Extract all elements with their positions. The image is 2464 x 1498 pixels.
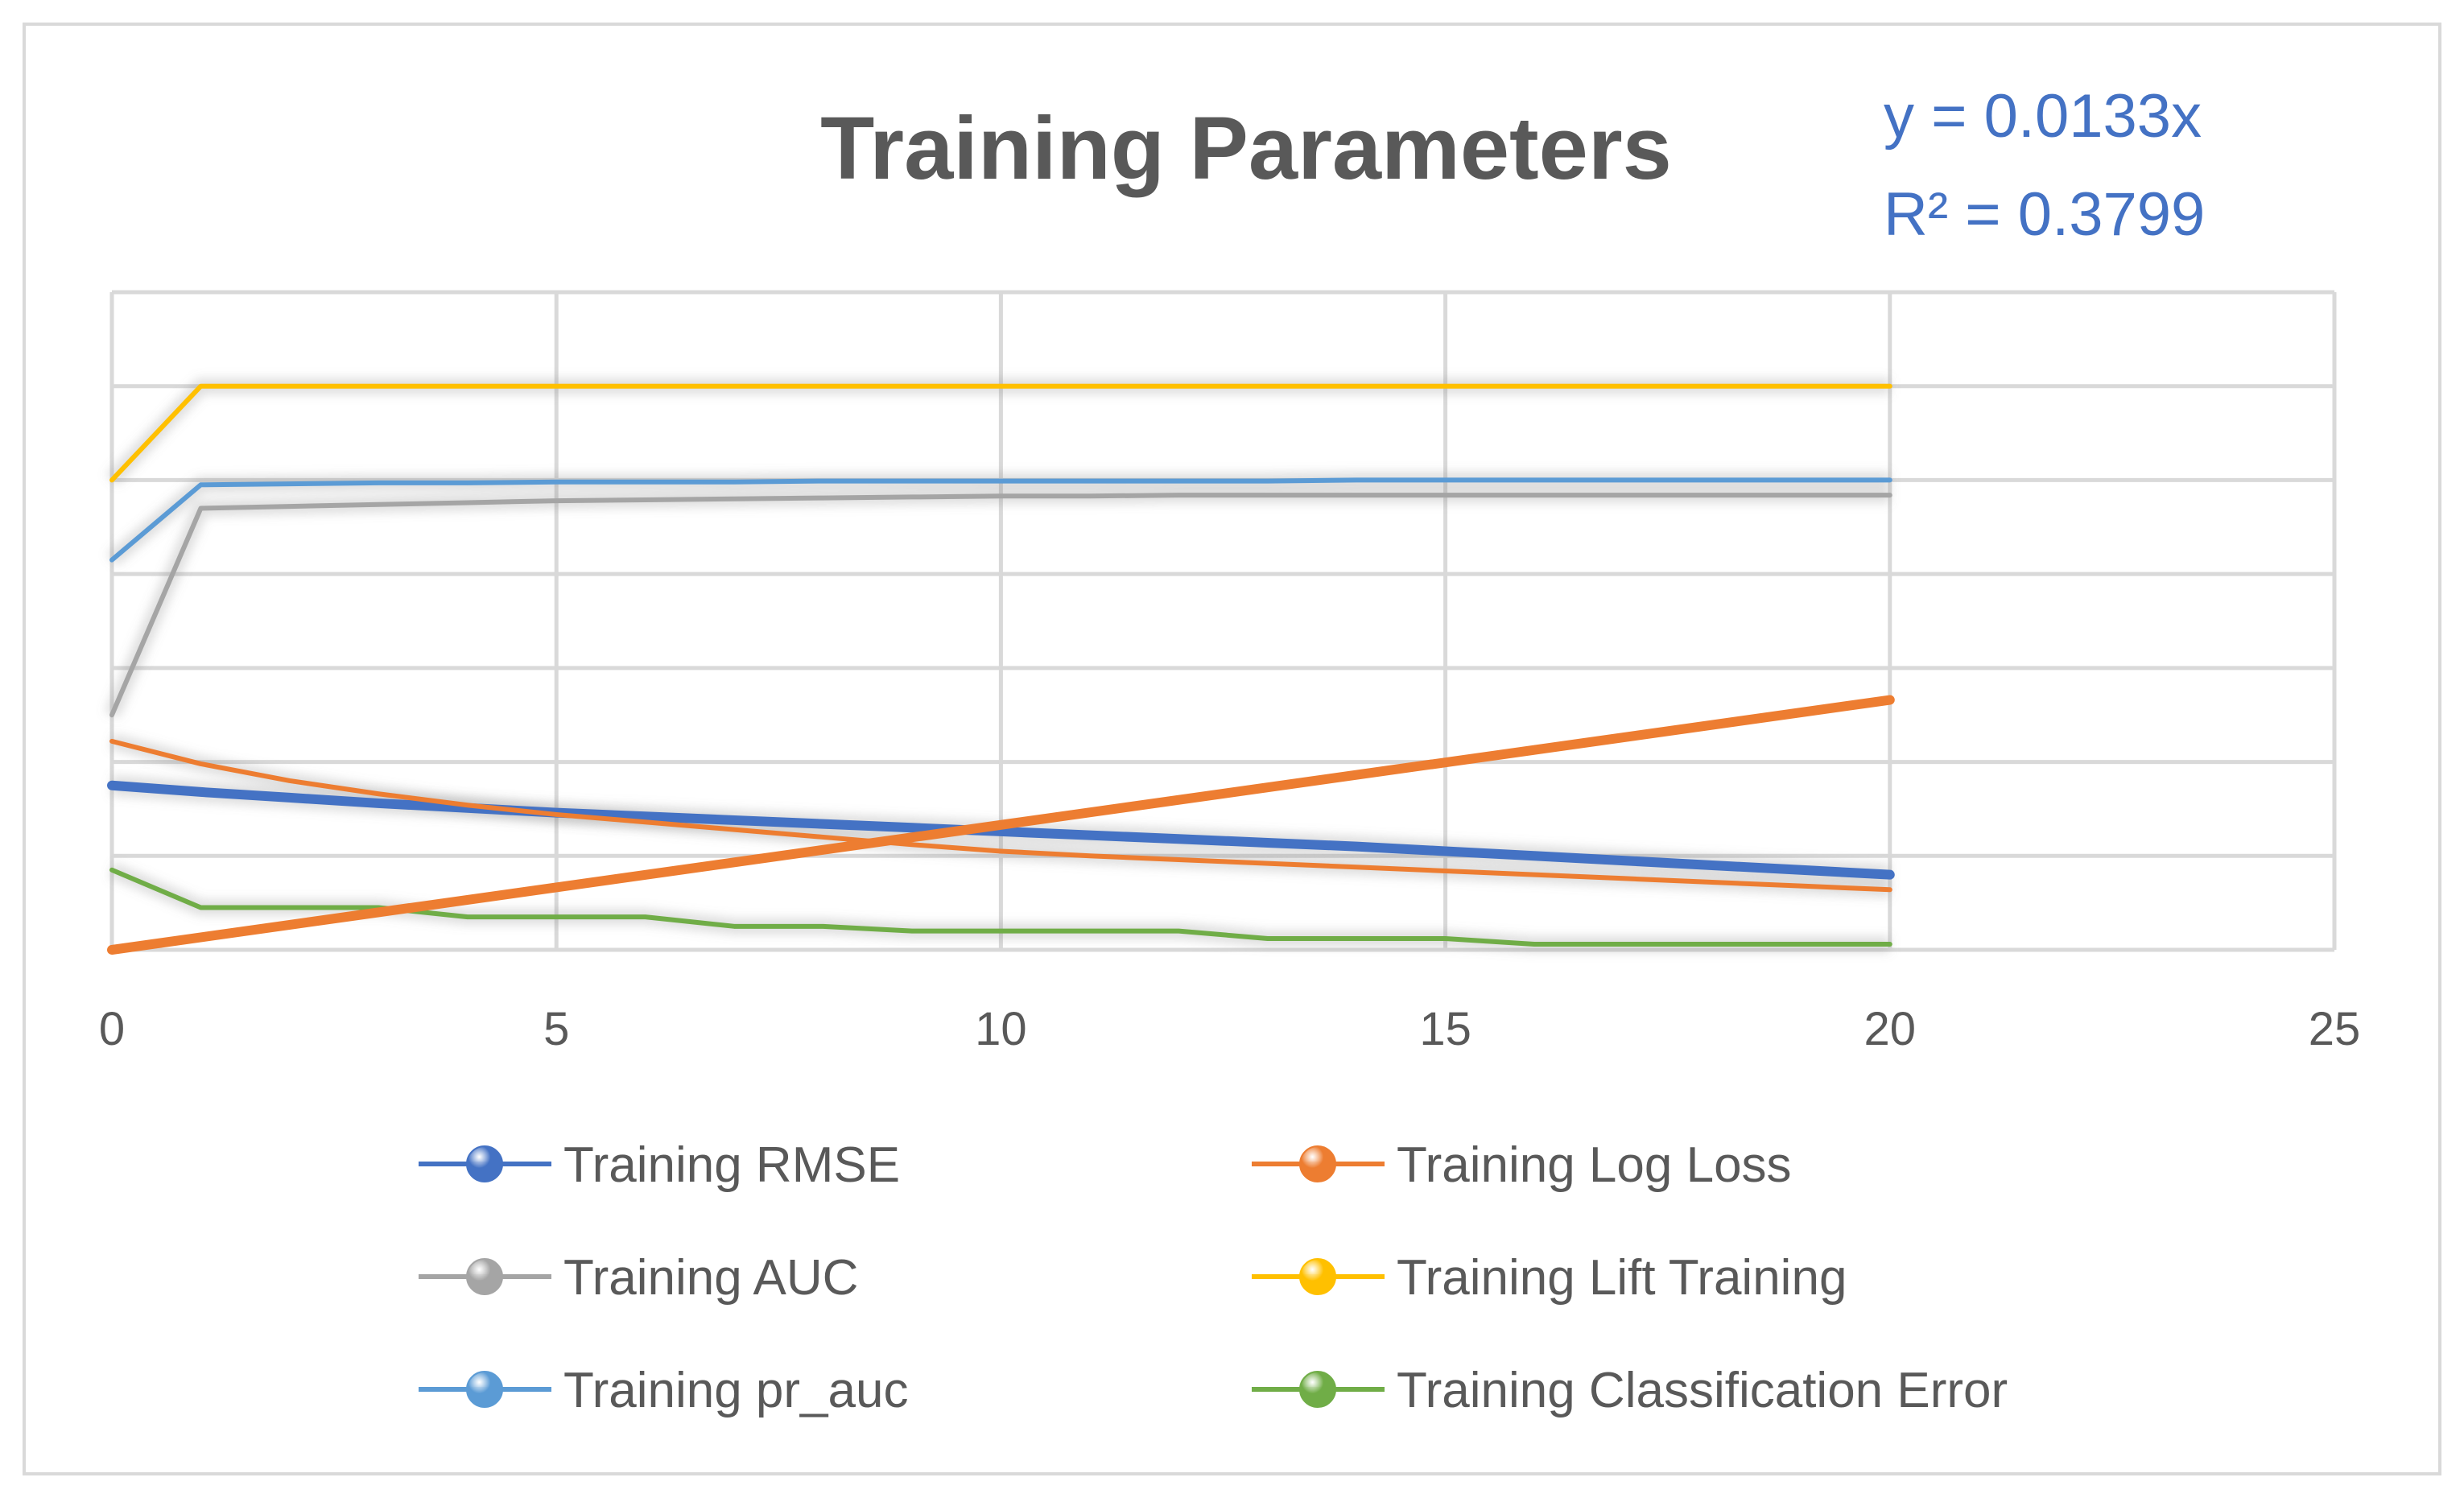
- x-axis-ticks: 0 5 10 15 20 25: [99, 1003, 2360, 1055]
- chart-frame: [23, 23, 2441, 1475]
- legend-entry: Training Classification Error: [1252, 1363, 2008, 1418]
- trendline-r-squared: R² = 0.3799: [1884, 180, 2205, 249]
- legend-marker-icon: [466, 1145, 503, 1182]
- series-line-training-lift-training: [109, 383, 1892, 483]
- series-line-training-rmse: [107, 780, 1895, 880]
- x-tick-label: 20: [1864, 1003, 1917, 1055]
- legend-label: Training Lift Training: [1397, 1250, 1847, 1306]
- gridlines: [109, 290, 2337, 952]
- legend-marker-icon: [1299, 1258, 1336, 1295]
- x-tick-label: 10: [975, 1003, 1027, 1055]
- series-lines: [104, 378, 1895, 952]
- series-line-training-log-loss: [109, 738, 1892, 893]
- legend-marker-icon: [466, 1258, 503, 1295]
- legend-label: Training Log Loss: [1397, 1137, 1792, 1193]
- series-line-training-auc: [109, 493, 1892, 718]
- trendline-layer: [107, 695, 1895, 955]
- chart-title: Training Parameters: [820, 99, 1672, 198]
- legend-entry: Training Log Loss: [1252, 1137, 1792, 1193]
- legend-entry: Training Lift Training: [1252, 1250, 1847, 1306]
- series-line-training-pr-auc: [109, 477, 1892, 563]
- legend-label: Training Classification Error: [1397, 1363, 2008, 1418]
- x-tick-label: 25: [2309, 1003, 2361, 1055]
- legend-entry: Training RMSE: [419, 1137, 900, 1193]
- x-tick-label: 5: [543, 1003, 569, 1055]
- legend-marker-icon: [466, 1371, 503, 1408]
- legend-label: Training RMSE: [563, 1137, 900, 1193]
- trendline-equation: y = 0.0133x: [1884, 82, 2202, 151]
- legend-marker-icon: [1299, 1145, 1336, 1182]
- legend-label: Training AUC: [563, 1250, 858, 1306]
- legend-label: Training pr_auc: [563, 1363, 909, 1418]
- legend: Training RMSE Training Log Loss Training A…: [419, 1137, 2008, 1418]
- log-loss-trendline: [107, 695, 1895, 955]
- legend-marker-icon: [1299, 1371, 1336, 1408]
- x-tick-label: 0: [99, 1003, 125, 1055]
- legend-entry: Training AUC: [419, 1250, 858, 1306]
- x-tick-label: 15: [1419, 1003, 1471, 1055]
- legend-entry: Training pr_auc: [419, 1363, 909, 1418]
